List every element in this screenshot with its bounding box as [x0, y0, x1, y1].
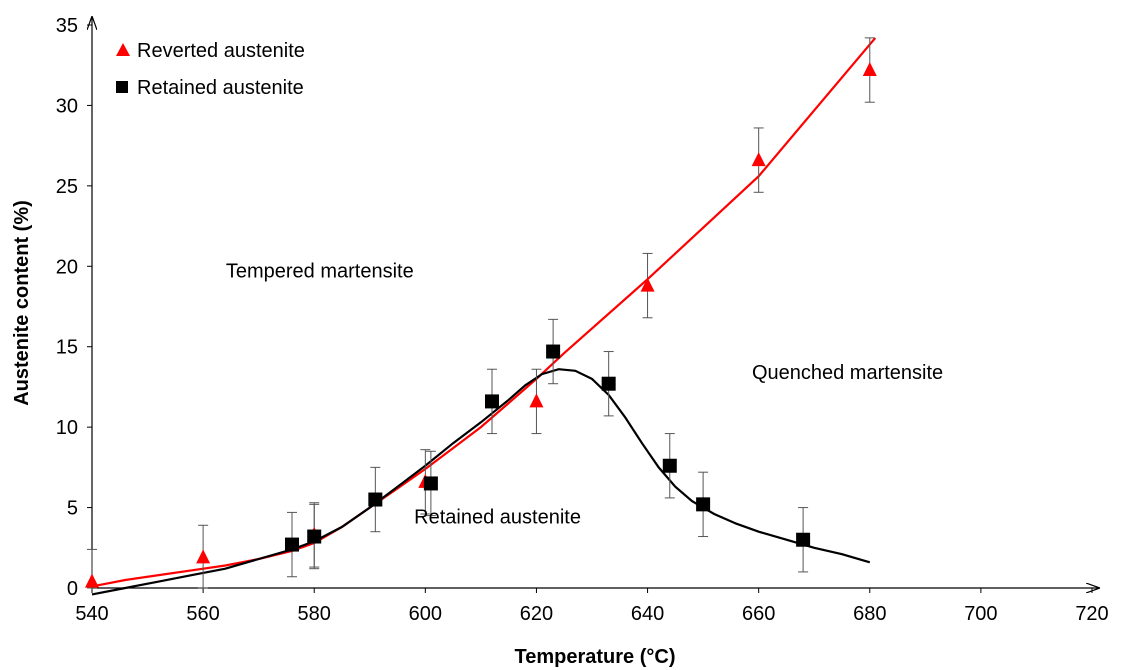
y-tick-label: 5	[67, 498, 78, 520]
annotation-text: Quenched martensite	[752, 362, 943, 384]
retained-data-point	[423, 476, 438, 491]
y-tick-label: 0	[67, 578, 78, 600]
error-bars	[87, 37, 875, 589]
reverted-data-point	[196, 549, 211, 564]
x-tick-label: 620	[520, 603, 553, 625]
x-tick-label: 540	[75, 603, 108, 625]
x-tick-label: 700	[964, 603, 997, 625]
legend: Reverted austenite Retained austenite	[116, 40, 305, 99]
x-tick-label: 580	[298, 603, 331, 625]
retained-data-point	[307, 529, 322, 544]
x-tick-label: 560	[186, 603, 219, 625]
annotations: Tempered martensite Quenched martensite Re…	[226, 261, 943, 529]
data-markers	[85, 62, 877, 588]
legend-item-reverted: Reverted austenite	[116, 40, 305, 62]
y-tick-label: 35	[56, 15, 78, 37]
y-tick-label: 30	[56, 95, 78, 117]
retained-data-point	[662, 458, 677, 473]
axes	[92, 18, 1098, 588]
y-tick-label: 25	[56, 176, 78, 198]
reverted-data-point	[751, 152, 766, 167]
x-axis-title: Temperature (°C)	[515, 646, 676, 668]
y-tick-label: 20	[56, 256, 78, 278]
y-axis-title: Austenite content (%)	[11, 200, 33, 406]
legend-label-retained: Retained austenite	[137, 77, 304, 99]
y-ticks: 0 5 10 15 20 25 30 35	[56, 15, 92, 600]
retained-data-point	[368, 492, 383, 507]
retained-data-point	[796, 532, 811, 547]
reverted-data-point	[529, 393, 544, 408]
x-tick-label: 660	[742, 603, 775, 625]
triangle-marker-icon	[116, 43, 130, 56]
retained-fit-line	[91, 368, 871, 596]
retained-data-point	[696, 497, 711, 512]
x-tick-label: 720	[1075, 603, 1108, 625]
y-tick-label: 15	[56, 337, 78, 359]
retained-data-point	[601, 376, 616, 391]
reverted-data-point	[85, 573, 99, 588]
legend-label-reverted: Reverted austenite	[137, 40, 305, 62]
retained-data-point	[485, 394, 499, 409]
retained-data-point	[285, 537, 299, 552]
annotation-text: Retained austenite	[414, 507, 581, 529]
y-tick-label: 10	[56, 417, 78, 439]
reverted-data-point	[640, 277, 655, 292]
x-ticks: 540 560 580 600 620 640 660 680 700 720	[75, 588, 1109, 625]
square-marker-icon	[116, 81, 128, 93]
x-tick-label: 600	[409, 603, 442, 625]
x-tick-label: 640	[631, 603, 664, 625]
legend-item-retained: Retained austenite	[116, 77, 304, 99]
retained-data-point	[546, 344, 561, 359]
reverted-data-point	[862, 62, 877, 77]
annotation-text: Tempered martensite	[226, 261, 414, 283]
reverted-fit-line	[91, 37, 877, 588]
x-tick-label: 680	[853, 603, 886, 625]
